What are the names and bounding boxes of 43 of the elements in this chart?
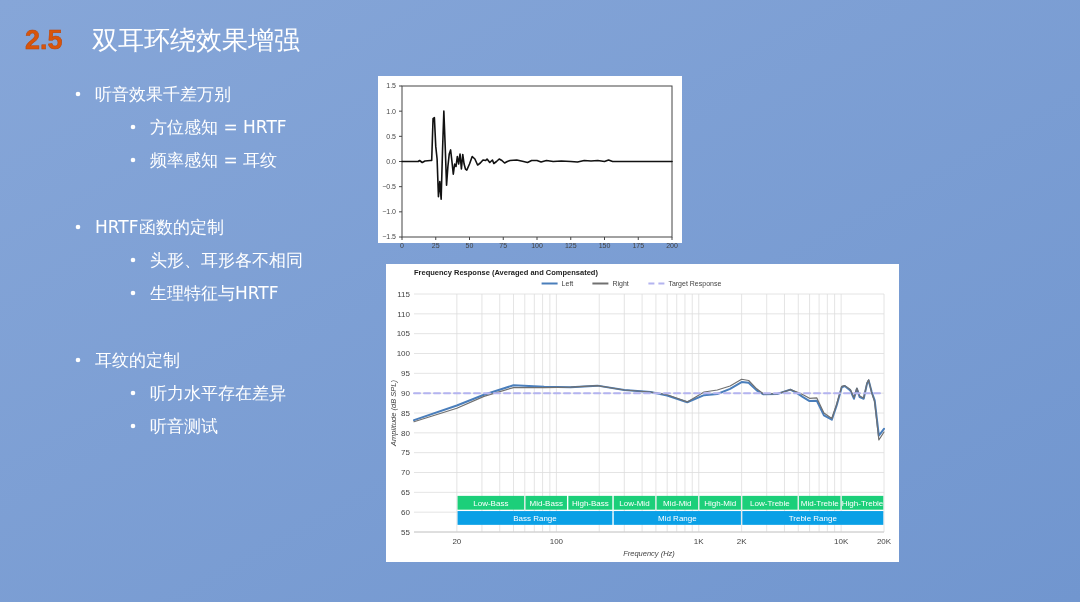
text: 头形、耳形各不相同 — [150, 250, 303, 270]
x-tick-label: 10K — [834, 537, 849, 546]
y-tick-label: 105 — [396, 329, 411, 339]
band-label: High-Treble — [841, 498, 884, 508]
band-label: High-Mid — [704, 498, 737, 508]
text: 2.5 — [25, 25, 63, 55]
y-tick-label: 75 — [401, 448, 411, 458]
text: 听力水平存在差异 — [150, 383, 286, 403]
text: 生理特征与HRTF — [150, 283, 279, 303]
y-tick-label: 85 — [401, 408, 411, 418]
y-tick-label: 100 — [396, 349, 411, 359]
text: HRTF函数的定制 — [95, 217, 224, 237]
x-tick-label: 2K — [736, 537, 748, 546]
y-tick-label: 55 — [401, 527, 411, 537]
y-tick-label: 60 — [401, 507, 411, 517]
x-tick-label: 1K — [693, 537, 705, 546]
text: 耳纹的定制 — [95, 350, 180, 370]
y-tick-label: 70 — [401, 468, 411, 478]
text: 方位感知 = HRTF — [150, 117, 287, 137]
band-label: Low-Mid — [619, 498, 650, 508]
y-tick-label: 80 — [401, 428, 411, 438]
band-label: Bass Range — [513, 513, 558, 523]
y-tick-label: 90 — [401, 388, 411, 398]
x-tick-label: 100 — [549, 537, 564, 546]
y-tick-label: 115 — [397, 289, 411, 299]
band-label: Mid-Bass — [529, 498, 563, 508]
band-label: Treble Range — [788, 513, 838, 523]
band-label: Low-Treble — [750, 498, 791, 508]
y-tick-label: 110 — [397, 309, 411, 319]
band-label: Mid-Treble — [800, 498, 840, 508]
line-series — [401, 110, 673, 201]
y-tick-label: 65 — [401, 488, 411, 498]
x-tick-label: 20K — [876, 537, 892, 546]
text: 双耳环绕效果增强 — [92, 25, 300, 55]
text: 听音效果千差万别 — [95, 84, 231, 104]
y-tick-label: 95 — [401, 369, 411, 379]
band-label: Low-Bass — [473, 498, 509, 508]
x-tick-label: 20 — [452, 537, 462, 546]
text: 频率感知 = 耳纹 — [150, 150, 278, 170]
band-label: High-Bass — [571, 498, 609, 508]
text: 听音测试 — [150, 416, 218, 436]
band-label: Mid-Mid — [663, 498, 692, 508]
band-label: Mid Range — [657, 513, 698, 523]
